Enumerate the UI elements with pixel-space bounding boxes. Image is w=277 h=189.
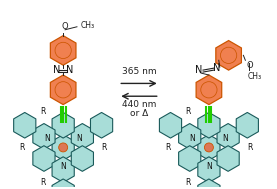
Text: N: N: [77, 133, 82, 143]
Polygon shape: [33, 146, 55, 171]
Polygon shape: [217, 124, 239, 149]
Polygon shape: [14, 112, 36, 138]
Polygon shape: [52, 157, 74, 182]
Polygon shape: [160, 112, 182, 138]
Text: R: R: [186, 178, 191, 187]
Polygon shape: [52, 135, 74, 160]
Text: R: R: [165, 143, 171, 152]
Polygon shape: [216, 41, 242, 70]
Text: or Δ: or Δ: [130, 109, 148, 118]
Text: 440 nm: 440 nm: [122, 100, 156, 109]
Polygon shape: [50, 36, 76, 65]
Text: 365 nm: 365 nm: [122, 67, 156, 76]
Polygon shape: [198, 157, 220, 182]
Text: R: R: [186, 107, 191, 116]
Text: N: N: [190, 133, 196, 143]
Polygon shape: [198, 179, 220, 189]
Polygon shape: [217, 146, 239, 171]
Text: N: N: [53, 65, 60, 75]
Circle shape: [59, 143, 68, 152]
Polygon shape: [196, 75, 222, 105]
Text: O: O: [62, 22, 68, 31]
Text: R: R: [19, 143, 25, 152]
Polygon shape: [91, 112, 113, 138]
Polygon shape: [52, 112, 74, 138]
Polygon shape: [71, 124, 93, 149]
Circle shape: [204, 143, 213, 152]
Polygon shape: [198, 135, 220, 160]
Text: N: N: [60, 162, 66, 171]
Text: N: N: [213, 63, 220, 73]
Polygon shape: [71, 146, 93, 171]
Polygon shape: [179, 124, 201, 149]
Polygon shape: [52, 179, 74, 189]
Text: O: O: [246, 61, 253, 70]
Text: R: R: [40, 107, 45, 116]
Text: R: R: [247, 143, 253, 152]
Text: N: N: [206, 162, 212, 171]
Polygon shape: [50, 75, 76, 105]
Text: N: N: [44, 133, 50, 143]
Text: CH₃: CH₃: [247, 72, 261, 81]
Polygon shape: [33, 124, 55, 149]
Text: R: R: [101, 143, 107, 152]
Text: R: R: [40, 178, 45, 187]
Polygon shape: [179, 146, 201, 171]
Text: N: N: [222, 133, 228, 143]
Polygon shape: [198, 112, 220, 138]
Polygon shape: [236, 112, 258, 138]
Text: N: N: [66, 65, 74, 75]
Text: N: N: [195, 65, 203, 75]
Text: CH₃: CH₃: [81, 21, 95, 30]
